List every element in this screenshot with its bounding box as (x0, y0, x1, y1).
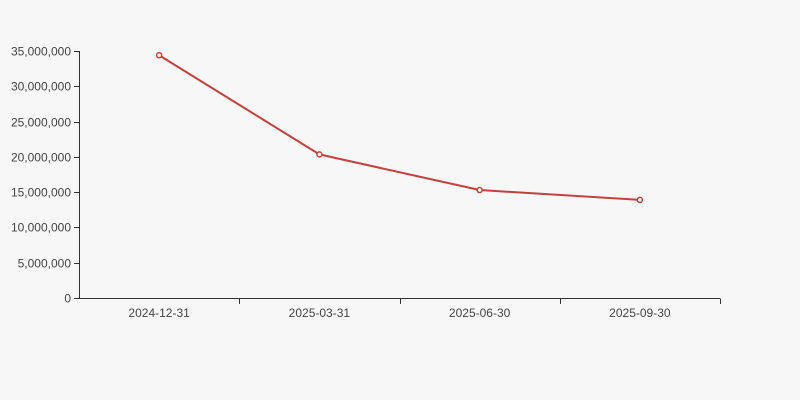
series-line (158, 54, 641, 201)
y-axis-tick-label: 5,000,000 (18, 257, 72, 271)
y-axis-tick-label: 0 (64, 292, 71, 306)
data-point-marker[interactable] (155, 51, 163, 59)
x-axis-tick-label: 2025-06-30 (449, 306, 511, 320)
y-axis-tick-label: 35,000,000 (11, 45, 71, 59)
y-axis-tick-label: 15,000,000 (11, 186, 71, 200)
y-axis-tick-label: 30,000,000 (11, 80, 71, 94)
y-axis-tick-label: 20,000,000 (11, 151, 71, 165)
x-axis-tick-label: 2025-03-31 (289, 306, 351, 320)
data-point-marker[interactable] (316, 151, 323, 158)
y-axis-tick-label: 25,000,000 (11, 116, 71, 130)
x-axis-tick-label: 2025-09-30 (609, 306, 671, 320)
y-axis-tick-label: 10,000,000 (11, 221, 71, 235)
data-point-marker[interactable] (476, 186, 483, 194)
data-point-marker[interactable] (636, 196, 644, 204)
x-axis-tick-label: 2024-12-31 (128, 306, 190, 320)
